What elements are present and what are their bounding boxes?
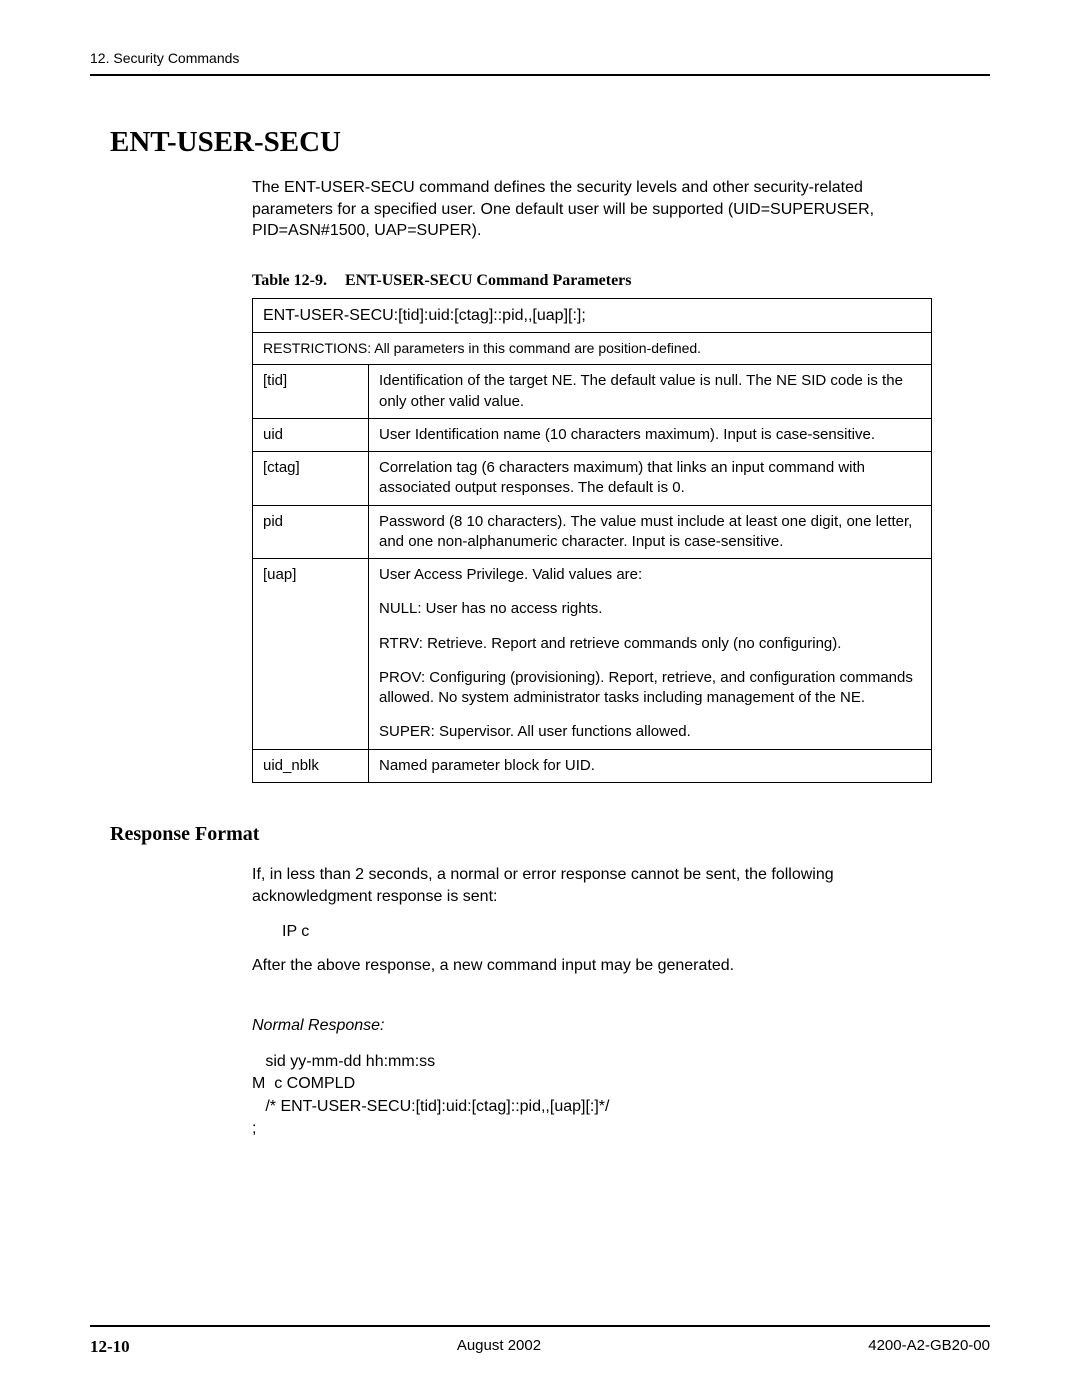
param-name: [uap] [253,559,369,750]
response-p2: After the above response, a new command … [252,955,940,977]
table-syntax-row: ENT-USER-SECU:[tid]:uid:[ctag]::pid,,[ua… [253,298,932,333]
table-caption: Table 12-9. ENT-USER-SECU Command Parame… [252,272,990,290]
footer-doc-id: 4200-A2-GB20-00 [868,1337,990,1357]
param-desc: Password (8 10 characters). The value mu… [369,505,932,559]
param-desc: Correlation tag (6 characters maximum) t… [369,452,932,506]
param-name: [ctag] [253,452,369,506]
section-title: ENT-USER-SECU [110,126,990,159]
table-row-uap: [uap] User Access Privilege. Valid value… [253,559,932,750]
footer-row: 12-10 August 2002 4200-A2-GB20-00 [90,1337,990,1357]
response-p1: If, in less than 2 seconds, a normal or … [252,864,940,909]
param-name: uid_nblk [253,749,369,782]
param-desc-uap: User Access Privilege. Valid values are:… [369,559,932,750]
param-desc: User Identification name (10 characters … [369,418,932,451]
param-name: pid [253,505,369,559]
page: 12. Security Commands ENT-USER-SECU The … [0,0,1080,1397]
uap-line: User Access Privilege. Valid values are: [379,565,921,585]
uap-line: RTRV: Retrieve. Report and retrieve comm… [379,634,921,654]
footer-date: August 2002 [457,1337,541,1357]
param-desc: Identification of the target NE. The def… [369,365,932,419]
normal-response-code: sid yy-mm-dd hh:mm:ss M c COMPLD /* ENT-… [252,1051,990,1141]
footer: 12-10 August 2002 4200-A2-GB20-00 [90,1325,990,1357]
table-row: [tid] Identification of the target NE. T… [253,365,932,419]
table-caption-title: ENT-USER-SECU Command Parameters [345,272,632,289]
table-row: uid User Identification name (10 charact… [253,418,932,451]
table-row: pid Password (8 10 characters). The valu… [253,505,932,559]
param-desc: Named parameter block for UID. [369,749,932,782]
table-caption-label: Table 12-9. [252,272,327,289]
table-restrictions-row: RESTRICTIONS: All parameters in this com… [253,333,932,365]
normal-response-label: Normal Response: [252,1017,990,1035]
uap-line: PROV: Configuring (provisioning). Report… [379,668,921,709]
table-syntax-cell: ENT-USER-SECU:[tid]:uid:[ctag]::pid,,[ua… [253,298,932,333]
response-ip: IP c [282,923,990,941]
uap-line: SUPER: Supervisor. All user functions al… [379,722,921,742]
header-rule [90,74,990,76]
header-chapter: 12. Security Commands [90,50,990,66]
table-restrictions-cell: RESTRICTIONS: All parameters in this com… [253,333,932,365]
param-name: [tid] [253,365,369,419]
response-heading: Response Format [110,823,990,846]
footer-page-number: 12-10 [90,1337,130,1357]
response-body-2: After the above response, a new command … [252,955,940,977]
table-row: [ctag] Correlation tag (6 characters max… [253,452,932,506]
footer-rule [90,1325,990,1327]
param-name: uid [253,418,369,451]
uap-line: NULL: User has no access rights. [379,599,921,619]
section-intro: The ENT-USER-SECU command defines the se… [252,177,940,242]
param-table: ENT-USER-SECU:[tid]:uid:[ctag]::pid,,[ua… [252,298,932,783]
table-row: uid_nblk Named parameter block for UID. [253,749,932,782]
response-body: If, in less than 2 seconds, a normal or … [252,864,940,909]
